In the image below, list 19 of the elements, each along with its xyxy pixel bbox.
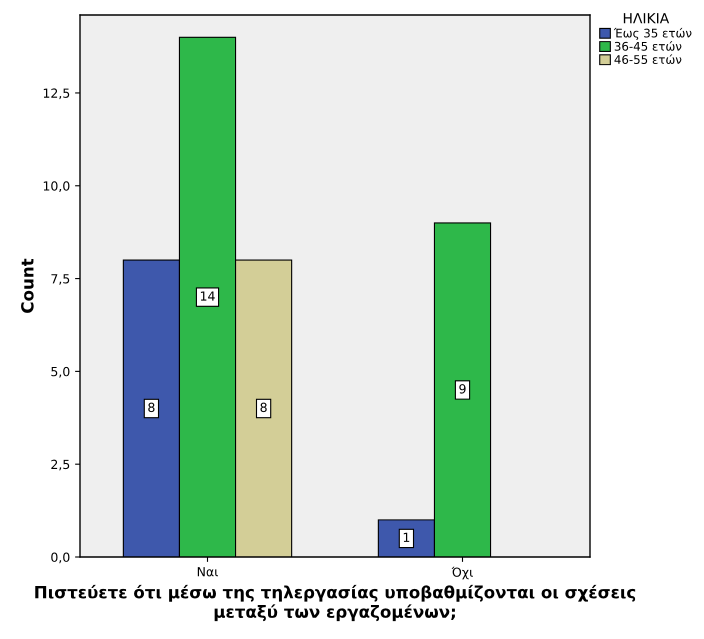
data-label: 9	[459, 384, 466, 394]
y-tick-label: 7,5	[51, 274, 70, 285]
data-label: 1	[404, 532, 410, 542]
data-label: 8	[148, 402, 155, 412]
y-tick-label: 10,0	[44, 181, 70, 192]
x-tick-label: Ναι	[198, 567, 218, 576]
legend-label: 46-55 ετών	[614, 54, 682, 64]
data-label: 8	[260, 402, 267, 412]
legend-label: 36-45 ετών	[614, 41, 682, 51]
y-tick-label: 5,0	[51, 366, 70, 378]
x-tick-label: Όχι	[452, 566, 473, 580]
y-tick-label: 0,0	[51, 552, 70, 564]
data-label: 14	[200, 291, 215, 301]
x-axis-title: Πιστεύετε ότι μέσω της τηλεργασίας υποβαθμίζονται οι σχέσεις μεταξύ των εργαζομένων;	[35, 584, 636, 622]
y-tick-label: 12,5	[44, 88, 70, 100]
y-axis-title: Count	[21, 258, 34, 313]
legend-label: Έως 35 ετών	[614, 28, 692, 40]
y-tick-label: 2,5	[51, 460, 70, 470]
legend-title: ΗΛΙΚΙΑ	[624, 13, 670, 24]
